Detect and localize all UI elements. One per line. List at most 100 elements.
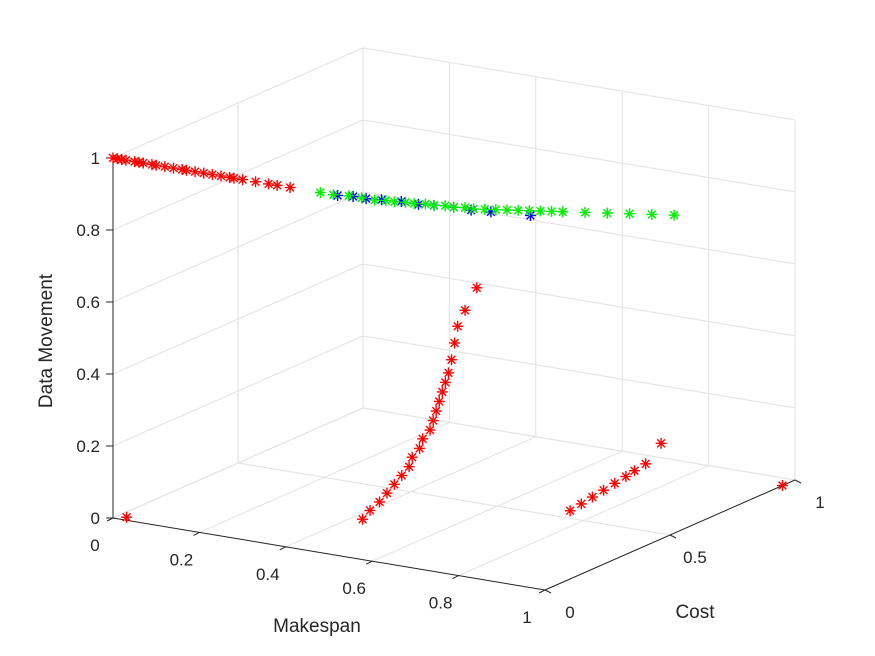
data-point <box>436 386 448 398</box>
data-point <box>343 190 355 202</box>
data-point <box>640 458 652 470</box>
data-point <box>586 491 598 503</box>
x-axis-label: Makespan <box>273 616 361 637</box>
data-point <box>364 504 376 516</box>
data-point <box>646 208 658 220</box>
data-point <box>408 198 420 210</box>
x-tick <box>452 575 459 580</box>
data-point <box>357 513 369 525</box>
data-point <box>575 498 587 510</box>
z-tick-label: 0.2 <box>76 437 100 456</box>
data-point <box>263 178 275 190</box>
data-point <box>624 208 636 220</box>
data-points <box>107 152 788 525</box>
data-point <box>381 487 393 499</box>
x-tick-label: 0 <box>90 536 99 555</box>
data-point <box>198 167 210 179</box>
data-point <box>490 204 502 216</box>
data-point <box>471 282 483 294</box>
z-tick-label: 0.6 <box>76 293 100 312</box>
data-point <box>356 192 368 204</box>
gridline <box>112 191 364 303</box>
y-axis-label: Cost <box>675 602 715 623</box>
data-point <box>406 451 418 463</box>
data-point <box>609 477 621 489</box>
data-point <box>403 461 415 473</box>
y-tick <box>669 534 677 539</box>
x-tick <box>193 531 200 536</box>
grid-layer <box>112 47 796 591</box>
data-point <box>546 205 558 217</box>
data-point <box>424 424 436 436</box>
z-tick-label: 0.8 <box>76 221 100 240</box>
data-point <box>448 201 460 213</box>
axes-layer <box>106 157 802 594</box>
y-tick <box>544 589 552 594</box>
data-point <box>228 172 240 184</box>
data-point <box>250 176 262 188</box>
data-point <box>150 159 162 171</box>
gridline <box>362 263 796 337</box>
data-point <box>479 203 491 215</box>
data-point <box>564 505 576 517</box>
data-point <box>620 470 632 482</box>
data-point <box>459 304 471 316</box>
data-point <box>501 204 513 216</box>
y-tick-label: 0 <box>565 603 574 622</box>
data-point <box>206 169 218 181</box>
data-point <box>449 337 461 349</box>
data-point <box>369 194 381 206</box>
x-tick-label: 0.6 <box>342 579 366 598</box>
data-point <box>120 154 132 166</box>
data-point <box>579 206 591 218</box>
data-point <box>629 465 641 477</box>
data-point <box>601 207 613 219</box>
x-tick-label: 0.2 <box>170 550 194 569</box>
x-tick-label: 0.4 <box>256 565 280 584</box>
data-point <box>417 433 429 445</box>
data-point <box>374 496 386 508</box>
gridline <box>362 119 796 193</box>
data-point <box>433 395 445 407</box>
z-tick-label: 1 <box>91 149 100 168</box>
data-point <box>439 200 451 212</box>
data-point <box>327 189 339 201</box>
gridline <box>112 335 364 447</box>
gridline <box>362 191 796 265</box>
data-point <box>668 209 680 221</box>
data-point <box>777 480 788 491</box>
data-point <box>396 470 408 482</box>
data-point <box>427 415 439 427</box>
data-point <box>215 170 227 182</box>
data-point <box>271 179 283 191</box>
data-point <box>442 367 454 379</box>
data-point <box>180 164 192 176</box>
data-point <box>388 478 400 490</box>
data-point <box>284 182 296 194</box>
data-point <box>121 511 133 523</box>
gridline <box>112 263 364 375</box>
data-point <box>167 162 179 174</box>
data-point <box>523 205 535 217</box>
data-point <box>598 484 610 496</box>
data-point <box>137 157 149 169</box>
y-tick-label: 1 <box>815 493 824 512</box>
data-point <box>430 405 442 417</box>
x-tick-label: 0.8 <box>429 594 453 613</box>
data-point <box>557 206 569 218</box>
data-point <box>414 442 426 454</box>
data-point <box>189 166 201 178</box>
data-point <box>314 187 326 199</box>
data-point <box>159 161 171 173</box>
gridline <box>362 335 796 409</box>
data-point <box>388 196 400 208</box>
x-tick-label: 1 <box>522 608 531 627</box>
data-point <box>237 174 249 186</box>
data-point <box>439 376 451 388</box>
y-tick-label: 0.5 <box>683 548 707 567</box>
z-tick-label: 0.4 <box>76 365 100 384</box>
data-point <box>428 199 440 211</box>
data-point <box>452 320 464 332</box>
z-tick-label: 0 <box>91 509 100 528</box>
x-tick <box>538 589 546 594</box>
